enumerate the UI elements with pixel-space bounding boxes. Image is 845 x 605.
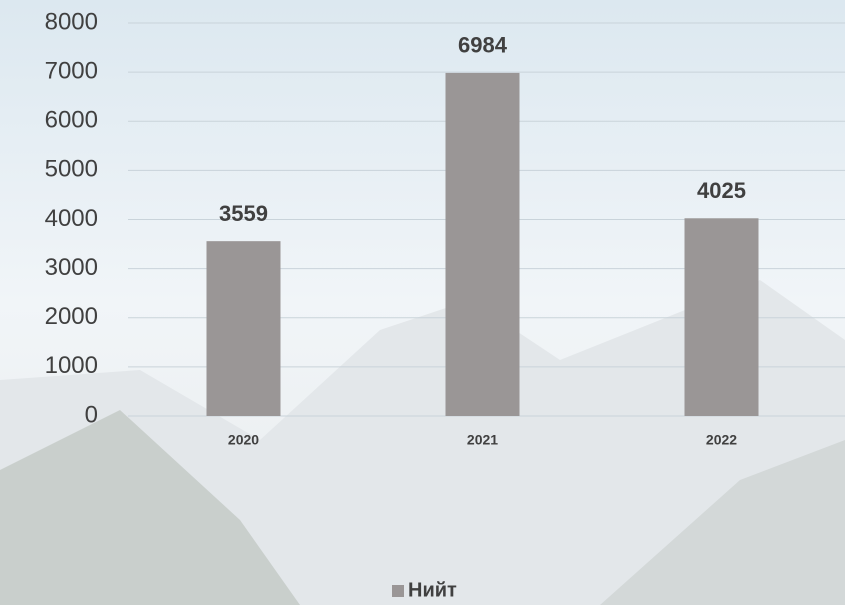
y-tick-label: 3000	[45, 254, 98, 281]
mountains	[600, 440, 845, 605]
y-tick-label: 7000	[45, 57, 98, 84]
bar	[684, 218, 759, 416]
value-label: 3559	[219, 201, 268, 226]
x-tick-label: 2022	[706, 432, 737, 448]
legend-label: Нийт	[408, 579, 457, 601]
bar	[445, 72, 520, 416]
value-label: 4025	[697, 178, 746, 203]
bar	[206, 241, 281, 416]
x-tick-label: 2020	[228, 432, 259, 448]
y-tick-label: 5000	[45, 156, 98, 183]
y-tick-label: 1000	[45, 352, 98, 379]
x-tick-label: 2021	[467, 432, 498, 448]
y-tick-label: 0	[85, 401, 98, 428]
y-tick-label: 6000	[45, 107, 98, 134]
y-tick-label: 2000	[45, 303, 98, 330]
value-label: 6984	[458, 33, 508, 58]
y-tick-label: 8000	[45, 8, 98, 35]
y-tick-label: 4000	[45, 205, 98, 232]
mountains	[0, 410, 300, 605]
legend-swatch	[392, 585, 404, 597]
